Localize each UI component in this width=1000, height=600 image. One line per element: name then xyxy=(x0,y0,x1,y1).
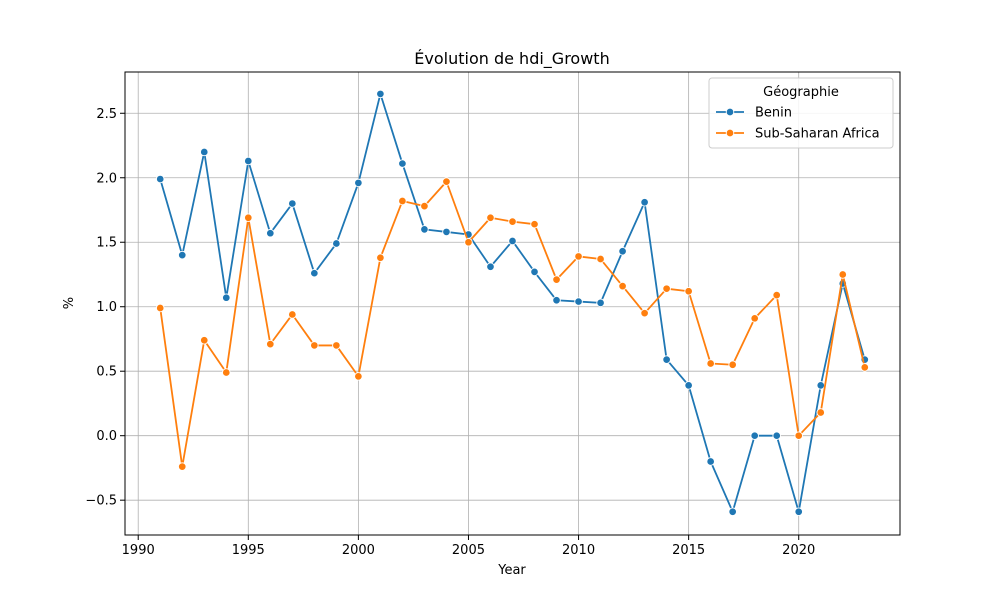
data-point-sub-saharan-africa xyxy=(244,213,253,222)
y-tick-label: −0.5 xyxy=(85,494,117,509)
y-tick-label: 2.0 xyxy=(96,171,117,186)
y-tick-label: 1.5 xyxy=(96,236,117,251)
data-point-sub-saharan-africa xyxy=(464,237,473,247)
data-point-benin xyxy=(200,147,209,157)
x-tick-label: 1990 xyxy=(122,543,155,558)
data-point-sub-saharan-africa xyxy=(772,290,781,300)
data-point-sub-saharan-africa xyxy=(574,252,583,261)
data-point-benin xyxy=(794,507,803,517)
x-tick-label: 2015 xyxy=(672,543,705,558)
data-point-sub-saharan-africa xyxy=(816,408,825,417)
data-point-sub-saharan-africa xyxy=(420,201,429,211)
grid xyxy=(125,72,900,535)
legend-swatch-marker xyxy=(725,128,735,138)
x-tick-label: 2020 xyxy=(782,543,815,558)
data-point-sub-saharan-africa xyxy=(508,217,517,226)
data-point-sub-saharan-africa xyxy=(442,177,451,186)
data-point-sub-saharan-africa xyxy=(838,270,848,279)
legend-entry-benin: Benin xyxy=(716,106,792,121)
data-point-benin xyxy=(816,381,825,390)
y-tick-label: 1.0 xyxy=(96,300,117,315)
y-tick-label: 0.5 xyxy=(96,365,117,380)
data-point-benin xyxy=(618,247,627,256)
legend-entry-sub-saharan-africa: Sub-Saharan Africa xyxy=(716,127,880,142)
legend: Géographie Benin Sub-Saharan Africa xyxy=(708,77,894,149)
series-layer xyxy=(155,89,870,517)
data-point-sub-saharan-africa xyxy=(640,308,649,318)
data-point-sub-saharan-africa xyxy=(618,281,627,291)
data-point-benin xyxy=(288,199,297,208)
data-point-benin xyxy=(750,431,759,440)
y-axis: −0.5 0.0 0.5 1.0 1.5 2.0 2.5 xyxy=(85,107,125,509)
data-point-benin xyxy=(508,236,517,246)
data-point-benin xyxy=(354,178,363,188)
data-point-sub-saharan-africa xyxy=(860,363,870,372)
legend-title: Géographie xyxy=(763,85,839,100)
data-point-benin xyxy=(530,267,539,277)
data-point-sub-saharan-africa xyxy=(222,368,231,377)
data-point-benin xyxy=(222,293,231,302)
y-axis-label: % xyxy=(62,297,77,309)
data-point-sub-saharan-africa xyxy=(530,219,539,229)
data-point-sub-saharan-africa xyxy=(684,286,693,296)
data-point-benin xyxy=(177,250,187,260)
data-point-sub-saharan-africa xyxy=(552,275,561,284)
data-point-sub-saharan-africa xyxy=(200,336,209,345)
x-axis: 1990 1995 2000 2005 2010 2015 2020 xyxy=(122,535,815,558)
y-tick-label: 2.5 xyxy=(96,107,117,122)
data-point-sub-saharan-africa xyxy=(486,213,495,222)
data-point-sub-saharan-africa xyxy=(376,253,385,262)
data-point-sub-saharan-africa xyxy=(750,314,759,323)
data-point-sub-saharan-africa xyxy=(266,339,275,349)
data-point-sub-saharan-africa xyxy=(354,372,363,381)
data-point-benin xyxy=(596,298,605,308)
legend-swatch-marker xyxy=(725,107,735,117)
data-point-benin xyxy=(486,262,495,271)
legend-box xyxy=(708,77,894,149)
data-point-benin xyxy=(662,355,671,364)
data-point-sub-saharan-africa xyxy=(155,303,165,313)
data-point-benin xyxy=(420,225,429,234)
data-point-benin xyxy=(310,268,319,278)
data-point-benin xyxy=(684,381,693,390)
legend-label: Sub-Saharan Africa xyxy=(755,127,880,142)
data-point-benin xyxy=(772,431,781,440)
data-point-benin xyxy=(442,227,451,237)
data-point-benin xyxy=(332,239,341,248)
series-sub-saharan-africa xyxy=(155,177,870,471)
data-point-benin xyxy=(244,156,253,166)
x-tick-label: 2005 xyxy=(452,543,485,558)
data-point-benin xyxy=(376,89,385,99)
x-tick-label: 2000 xyxy=(342,543,375,558)
x-tick-label: 2010 xyxy=(562,543,595,558)
data-point-sub-saharan-africa xyxy=(332,341,341,350)
series-benin xyxy=(155,89,870,517)
data-point-benin xyxy=(728,507,737,517)
x-tick-label: 1995 xyxy=(232,543,265,558)
data-point-sub-saharan-africa xyxy=(706,359,715,368)
data-point-sub-saharan-africa xyxy=(596,254,605,264)
x-axis-label: Year xyxy=(497,563,526,578)
data-point-benin xyxy=(398,159,407,168)
legend-label: Benin xyxy=(755,106,792,121)
data-point-sub-saharan-africa xyxy=(728,360,737,370)
y-tick-label: 0.0 xyxy=(96,429,117,444)
data-point-benin xyxy=(706,457,715,466)
data-point-benin xyxy=(552,296,561,305)
data-point-benin xyxy=(640,198,649,207)
data-point-sub-saharan-africa xyxy=(794,431,803,440)
data-point-sub-saharan-africa xyxy=(288,310,297,319)
data-point-benin xyxy=(574,297,583,306)
data-point-benin xyxy=(266,228,275,238)
data-point-sub-saharan-africa xyxy=(310,341,319,350)
data-point-sub-saharan-africa xyxy=(177,462,187,471)
plot-frame xyxy=(124,71,901,536)
data-point-sub-saharan-africa xyxy=(398,196,407,206)
data-point-sub-saharan-africa xyxy=(662,284,671,293)
chart-title: Évolution de hdi_Growth xyxy=(414,49,609,69)
data-point-benin xyxy=(155,174,165,184)
